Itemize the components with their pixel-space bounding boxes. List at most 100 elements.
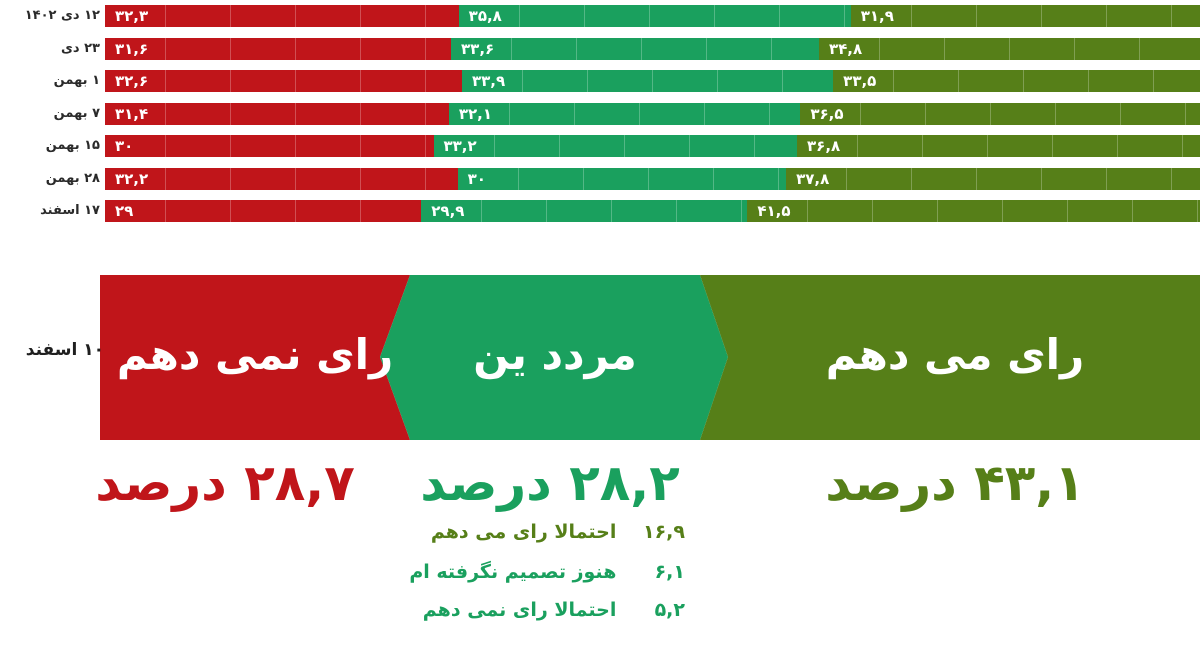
bar-gridline: [1132, 200, 1134, 222]
bar-gridline: [360, 135, 361, 157]
value-label: ۳۵,۸: [468, 7, 502, 25]
bar-gridline: [846, 167, 848, 190]
bar-gridline: [521, 70, 523, 92]
bar-gridline: [1067, 200, 1069, 222]
bar-gridline: [295, 167, 296, 190]
row-label: ۲۸ بهمن: [45, 170, 100, 186]
bar-gridline: [860, 102, 862, 125]
bar-gridline: [676, 200, 678, 222]
value-label: ۳۷,۸: [796, 169, 830, 188]
bar-gridline: [857, 135, 859, 157]
bar-gridline: [781, 70, 783, 92]
bar-gridline: [706, 37, 708, 60]
value-label: ۳۱,۹: [860, 7, 894, 25]
value-label: ۳۶,۸: [807, 137, 841, 155]
oppose-band-title: رای نمی دهم: [116, 330, 394, 379]
oppose-bar: ۳۲,۳: [105, 5, 459, 27]
value-label: ۳۴,۸: [828, 39, 863, 58]
row-label: ۷ بهمن: [53, 105, 100, 121]
bar-gridline: [976, 167, 978, 190]
bar-gridline: [1182, 135, 1184, 157]
bar-gridline: [511, 37, 513, 60]
bar-gridline: [1120, 102, 1122, 125]
bar-gridline: [1117, 135, 1119, 157]
value-label: ۳۳,۶: [461, 39, 495, 58]
bar-gridline: [481, 200, 483, 222]
bar-gridline: [611, 200, 613, 222]
bar-gridline: [295, 102, 296, 125]
undecided-breakdown-item: ۵,۲ احتمالا رای نمی دهم: [415, 596, 685, 624]
bar-gridline: [893, 70, 895, 92]
support-band: [700, 275, 1200, 440]
bar-gridline: [768, 102, 770, 125]
undecided-bar: ۳۳,۶: [451, 37, 819, 60]
bar-gridline: [1106, 167, 1108, 190]
bar-gridline: [425, 167, 426, 190]
bar-gridline: [1055, 102, 1057, 125]
bar-gridline: [1040, 5, 1042, 27]
bar-gridline: [230, 70, 231, 92]
row-label: ۲۳ دی: [61, 40, 100, 56]
oppose-bar: ۳۱,۶: [105, 37, 452, 60]
bar-gridline: [230, 37, 231, 60]
support-percent: ۴۳,۱ درصد: [825, 454, 1085, 512]
value-label: ۳۲,۱: [458, 104, 492, 123]
bar-gridline: [843, 5, 845, 27]
bar-gridline: [360, 167, 361, 190]
bar-gridline: [641, 37, 643, 60]
bar-gridline: [1041, 167, 1043, 190]
undecided-bar: ۳۰: [457, 167, 787, 190]
bar-gridline: [910, 5, 912, 27]
value-label: ۳۳,۹: [471, 72, 506, 90]
support-bar: ۴۱,۵: [747, 200, 1200, 222]
bar-gridline: [1138, 37, 1140, 60]
bar-gridline: [777, 167, 779, 190]
breakdown-value: ۱۶,۹: [642, 521, 685, 543]
bar-gridline: [360, 70, 361, 92]
row-label: ۱۵ بهمن: [45, 138, 100, 153]
bar-gridline: [517, 167, 519, 190]
value-label: ۳۶,۵: [810, 104, 844, 123]
bar-gridline: [807, 200, 809, 222]
bar-gridline: [647, 167, 649, 190]
bar-gridline: [230, 167, 231, 190]
bar-gridline: [546, 200, 548, 222]
undecided-bar: ۳۲,۱: [448, 102, 801, 125]
oppose-bar: ۳۲,۲: [105, 167, 458, 190]
undecided-bar: ۳۳,۲: [433, 135, 798, 157]
bar-gridline: [230, 5, 231, 27]
bar-gridline: [1002, 200, 1004, 222]
bar-gridline: [165, 167, 166, 190]
bar-gridline: [360, 200, 361, 222]
bar-gridline: [1023, 70, 1025, 92]
bar-gridline: [165, 37, 166, 60]
bar-gridline: [165, 70, 166, 92]
bar-gridline: [712, 167, 714, 190]
bar-gridline: [230, 135, 231, 157]
summary-banner: [100, 275, 1200, 440]
bar-gridline: [493, 135, 495, 157]
support-bar: ۳۱,۹: [850, 5, 1200, 27]
bar-gridline: [771, 37, 773, 60]
bar-gridline: [990, 102, 992, 125]
summary-date-label: ۱۰ اسفند: [25, 340, 104, 360]
row-label: ۱۷ اسفند: [40, 203, 100, 218]
bar-gridline: [425, 5, 426, 27]
bar-gridline: [425, 37, 426, 60]
bar-gridline: [230, 102, 231, 125]
value-label: ۴۱,۵: [757, 202, 791, 220]
breakdown-text: احتمالا رای نمی دهم: [422, 599, 617, 621]
value-label: ۳۲,۶: [115, 72, 149, 90]
bar-gridline: [1171, 167, 1173, 190]
bar-gridline: [1073, 37, 1075, 60]
bar-gridline: [753, 135, 755, 157]
value-label: ۳۲,۲: [115, 169, 149, 188]
row-label: ۱ بهمن: [53, 73, 100, 88]
undecided-breakdown-item: ۶,۱ هنوز تصمیم نگرفته ام: [409, 558, 685, 586]
bar-gridline: [425, 70, 426, 92]
bar-gridline: [943, 37, 945, 60]
bar-gridline: [648, 5, 650, 27]
value-label: ۳۱,۶: [115, 39, 149, 58]
bar-gridline: [165, 5, 166, 27]
support-bar: ۳۷,۸: [786, 167, 1200, 190]
